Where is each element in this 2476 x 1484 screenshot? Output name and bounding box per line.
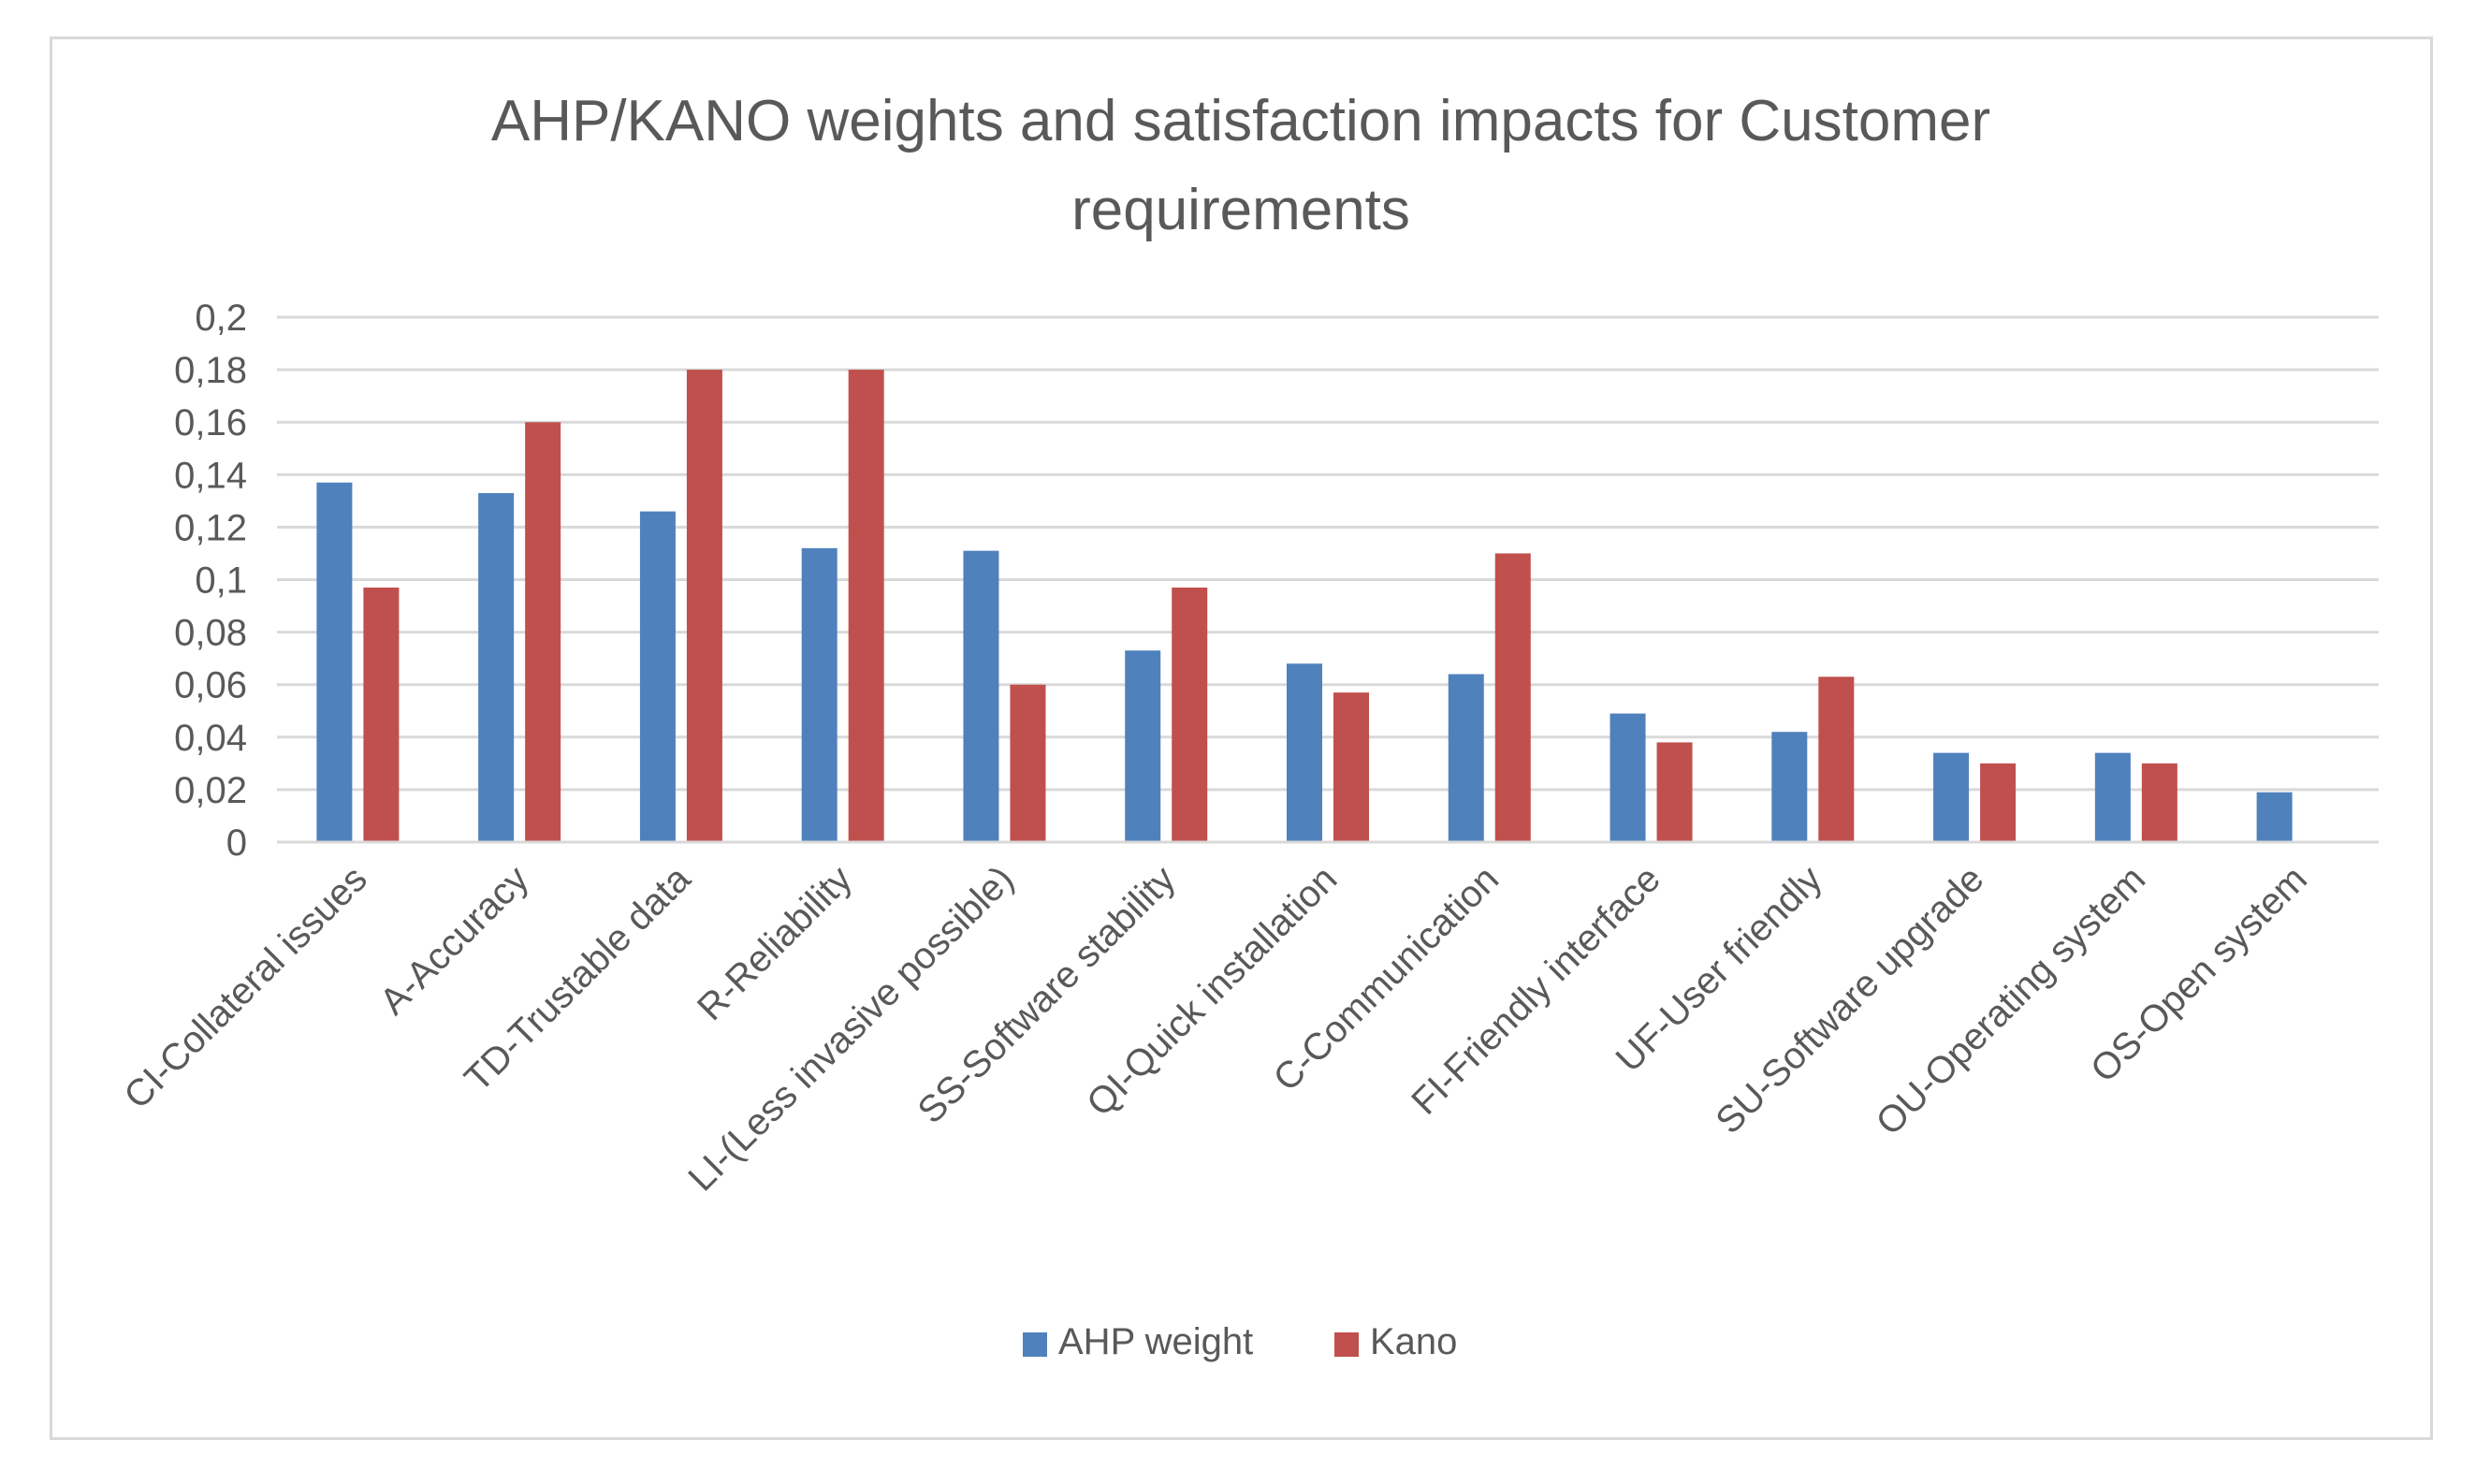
bar-ahp-1 <box>316 482 353 842</box>
bar-kano-10 <box>1818 677 1855 842</box>
y-tick-label: 0,2 <box>195 298 247 339</box>
bar-ahp-2 <box>478 492 515 842</box>
chart-title-line-2: requirements <box>1071 178 1410 242</box>
bar-ahp-4 <box>801 547 837 842</box>
bar-ahp-10 <box>1771 732 1808 842</box>
bar-kano-11 <box>1980 763 2017 842</box>
bar-ahp-7 <box>1287 663 1322 842</box>
legend-kano-swatch <box>1334 1332 1359 1357</box>
x-tick-label: CI-Collateral issues <box>116 858 374 1116</box>
x-tick-label: A-Accuracy <box>372 858 537 1023</box>
legend-kano: Kano <box>1334 1321 1457 1362</box>
y-tick-label: 0,04 <box>174 718 247 759</box>
x-axis-labels: CI-Collateral issuesA-AccuracyTD-Trustab… <box>116 858 2315 1200</box>
chart-title: AHP/KANO weights and satisfaction impact… <box>491 89 1990 242</box>
bar-kano-8 <box>1494 553 1531 842</box>
bar-ahp-3 <box>639 511 676 842</box>
bar-ahp-5 <box>963 550 999 842</box>
bar-kano-4 <box>848 370 884 842</box>
legend-ahp-swatch <box>1023 1332 1047 1357</box>
x-tick-label: OU-Operating system <box>1869 858 2154 1143</box>
x-tick-label: LI-(Less invasive possible) <box>680 858 1021 1199</box>
chart-svg: AHP/KANO weights and satisfaction impact… <box>116 89 2379 1362</box>
y-tick-label: 0,06 <box>174 665 247 706</box>
bar-kano-7 <box>1333 692 1369 842</box>
bar-kano-9 <box>1656 742 1693 842</box>
bar-kano-1 <box>363 587 400 842</box>
bar-ahp-8 <box>1448 674 1484 842</box>
bar-ahp-9 <box>1609 713 1646 842</box>
legend-ahp: AHP weight <box>1023 1321 1253 1362</box>
bar-ahp-13 <box>2256 792 2293 842</box>
bars <box>316 370 2293 842</box>
y-tick-label: 0,1 <box>195 560 247 602</box>
gridlines <box>277 315 2379 792</box>
chart-title-line-1: AHP/KANO weights and satisfaction impact… <box>491 89 1990 153</box>
y-tick-label: 0,08 <box>174 613 247 654</box>
legend-ahp-label: AHP weight <box>1058 1321 1253 1362</box>
y-tick-label: 0,16 <box>174 402 247 444</box>
y-tick-label: 0,12 <box>174 507 247 548</box>
bar-kano-3 <box>686 370 722 842</box>
legend-kano-label: Kano <box>1370 1321 1457 1362</box>
chart-frame: AHP/KANO weights and satisfaction impact… <box>50 36 2433 1440</box>
bar-ahp-11 <box>1933 752 1970 842</box>
x-tick-label: R-Reliability <box>690 858 860 1028</box>
y-tick-label: 0 <box>226 822 247 864</box>
bar-kano-6 <box>1172 587 1208 842</box>
bar-ahp-6 <box>1125 650 1161 842</box>
bar-kano-2 <box>525 422 561 842</box>
y-tick-label: 0,14 <box>174 455 247 496</box>
legend: AHP weight Kano <box>1023 1321 1457 1362</box>
bar-kano-12 <box>2141 763 2177 842</box>
bar-ahp-12 <box>2094 752 2131 842</box>
y-tick-label: 0,02 <box>174 770 247 811</box>
y-axis-ticks: 0 0,02 0,04 0,06 0,08 0,1 0,12 0,14 0,16 0,18 0,2 <box>174 298 247 864</box>
y-tick-label: 0,18 <box>174 350 247 391</box>
x-tick-label: SU-Software upgrade <box>1708 858 1991 1142</box>
bar-kano-5 <box>1010 684 1046 842</box>
